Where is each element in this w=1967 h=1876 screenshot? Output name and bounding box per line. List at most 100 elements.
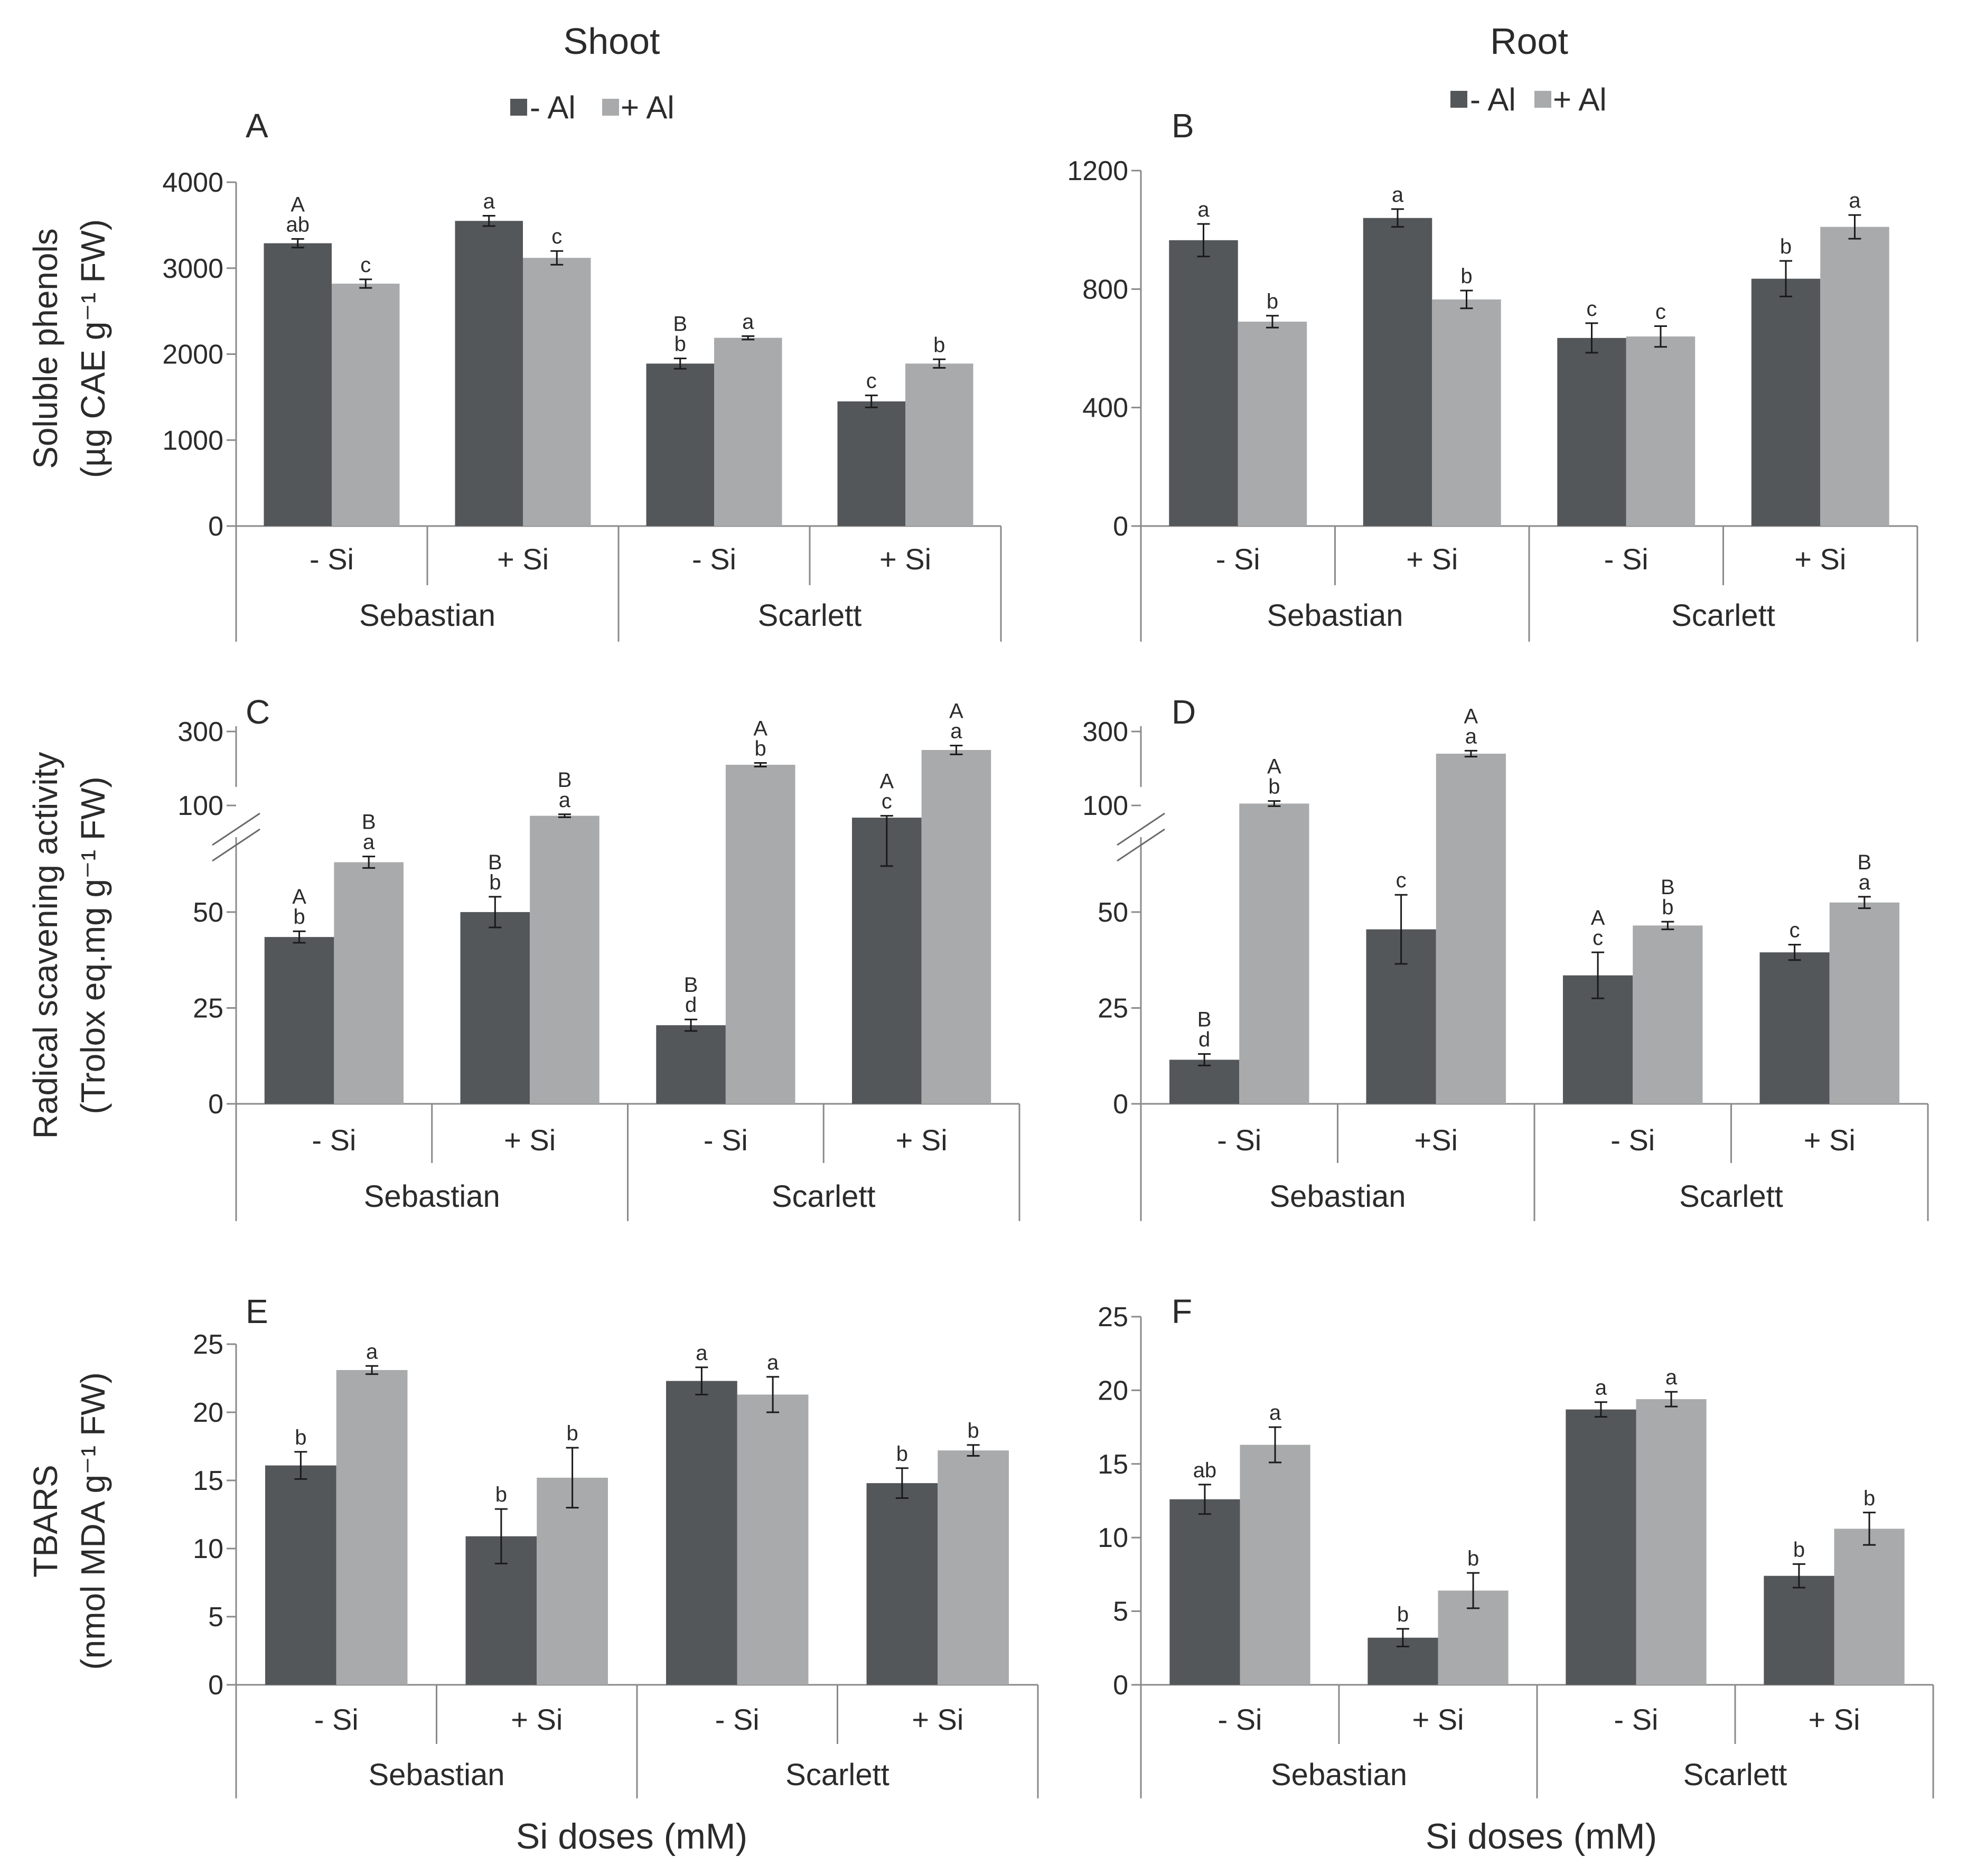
bar-minus-al — [460, 912, 530, 1104]
group-label: Scarlett — [1683, 1758, 1787, 1792]
bar-minus-al — [646, 363, 714, 526]
x-tick-label: - Si — [1216, 542, 1260, 576]
y-tick-label: 0 — [1113, 511, 1128, 542]
bar-plus-al — [1238, 322, 1307, 526]
significance-label: B — [684, 973, 698, 997]
significance-label: b — [495, 1483, 507, 1506]
significance-label: B — [1858, 851, 1872, 874]
y-tick-label: 0 — [208, 1089, 223, 1120]
y-tick-label: 0 — [1113, 1089, 1128, 1120]
x-axis-title-root: Si doses (mM) — [1426, 1816, 1657, 1856]
significance-label: c — [551, 225, 562, 248]
x-tick-label: + Si — [1412, 1703, 1464, 1736]
x-tick-label: - Si — [1218, 1703, 1262, 1736]
significance-label: a — [1849, 189, 1861, 212]
significance-label: a — [559, 789, 571, 812]
legend-label-plus-al: + Al — [1553, 82, 1607, 117]
bar-minus-al — [666, 1381, 737, 1685]
significance-label: b — [1267, 290, 1278, 313]
significance-label: A — [291, 193, 305, 216]
y-tick-label: 15 — [1098, 1449, 1128, 1480]
significance-label: B — [1661, 876, 1675, 899]
significance-label: b — [1397, 1603, 1409, 1626]
significance-label: A — [1464, 705, 1478, 728]
y-tick-label: 1000 — [162, 425, 223, 456]
x-tick-label: + Si — [504, 1123, 556, 1157]
significance-label: d — [1198, 1028, 1210, 1052]
bar-minus-al — [656, 1025, 726, 1104]
significance-label: B — [362, 811, 376, 834]
x-tick-label: + Si — [1808, 1703, 1860, 1736]
y-tick-label: 300 — [177, 717, 223, 747]
significance-label: A — [949, 700, 963, 723]
column-title-root: Root — [1490, 21, 1568, 62]
significance-label: a — [1465, 725, 1477, 748]
bar-plus-al — [1432, 299, 1501, 526]
significance-label: c — [1790, 919, 1800, 942]
group-label: Scarlett — [772, 1179, 876, 1214]
x-tick-label: - Si — [715, 1703, 760, 1736]
y-tick-label: 10 — [193, 1534, 223, 1564]
x-axis-title-shoot: Si doses (mM) — [516, 1816, 747, 1856]
significance-label: a — [363, 831, 375, 854]
x-tick-label: + Si — [1406, 542, 1458, 576]
x-tick-label: - Si — [312, 1123, 356, 1157]
significance-label: B — [488, 851, 502, 874]
y-axis-title-tbars-line1: TBARS — [26, 1465, 64, 1577]
y-tick-label: 400 — [1082, 393, 1128, 424]
significance-label: a — [1859, 871, 1871, 894]
legend-label-minus-al: - Al — [530, 90, 576, 125]
x-tick-label: + Si — [1794, 542, 1846, 576]
group-label: Sebastian — [1271, 1758, 1407, 1792]
bar-plus-al — [537, 1477, 608, 1685]
x-tick-label: + Si — [879, 542, 931, 576]
x-tick-label: - Si — [1604, 542, 1648, 576]
significance-label: B — [673, 313, 687, 336]
group-label: Sebastian — [359, 598, 495, 633]
axis-break-mark — [212, 828, 260, 862]
x-tick-label: - Si — [692, 542, 736, 576]
bar-plus-al — [1633, 925, 1703, 1104]
x-axis-titles: Si doses (mM) Si doses (mM) — [516, 1816, 1657, 1856]
significance-label: B — [558, 768, 572, 792]
y-tick-label: 25 — [193, 1329, 223, 1360]
x-tick-label: - Si — [1614, 1703, 1659, 1736]
x-tick-label: + Si — [497, 542, 549, 576]
group-label: Scarlett — [758, 598, 862, 633]
significance-label: A — [1591, 906, 1605, 930]
bar-plus-al — [332, 284, 400, 526]
y-tick-label: 800 — [1082, 274, 1128, 305]
group-label: Sebastian — [369, 1758, 505, 1792]
bar-plus-al — [1834, 1528, 1905, 1685]
y-tick-label: 2000 — [162, 340, 223, 370]
legend-shoot: - Al + Al — [510, 90, 675, 125]
significance-label: a — [483, 190, 495, 213]
bar-plus-al — [1436, 754, 1506, 1104]
bar-plus-al — [938, 1450, 1009, 1685]
y-axis-title-scavenging-line2: (Trolox eq.mg g⁻¹ FW) — [74, 776, 112, 1114]
bar-minus-al — [455, 221, 523, 526]
bar-minus-al — [1566, 1409, 1636, 1685]
group-label: Sebastian — [1267, 598, 1403, 633]
significance-label: A — [879, 770, 894, 793]
bar-minus-al — [837, 401, 905, 526]
y-tick-label: 50 — [1098, 897, 1128, 928]
significance-label: b — [1460, 265, 1472, 288]
panel-letter: D — [1172, 693, 1196, 731]
y-tick-label: 0 — [208, 1670, 223, 1701]
bar-plus-al — [1820, 227, 1889, 526]
significance-label: a — [366, 1340, 378, 1363]
panel-letter: A — [246, 107, 268, 145]
legend-label-minus-al: - Al — [1470, 82, 1516, 117]
column-titles: Shoot Root — [564, 21, 1568, 62]
significance-label: b — [1662, 896, 1673, 919]
bar-plus-al — [905, 363, 973, 526]
x-tick-label: - Si — [1217, 1123, 1261, 1157]
significance-label: b — [1268, 775, 1280, 799]
significance-label: c — [866, 370, 877, 393]
